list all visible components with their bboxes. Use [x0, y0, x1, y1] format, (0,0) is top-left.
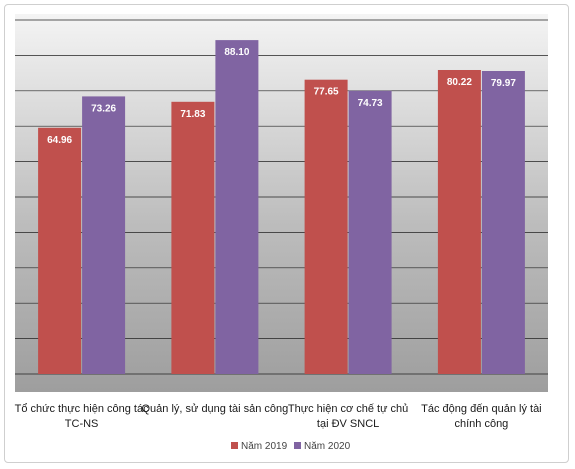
data-label: 64.96	[47, 135, 72, 146]
bar-series2-cat3	[348, 90, 392, 375]
category-label: tại ĐV SNCL	[317, 418, 379, 430]
bar-series1-cat2	[171, 101, 215, 375]
bar-series1-cat1	[38, 127, 82, 374]
data-label: 74.73	[358, 98, 383, 109]
legend-swatch	[231, 442, 238, 449]
bar-series1-cat3	[304, 79, 348, 374]
value-labels: 64.96 73.26 71.83 88.10 77.65 74.73 80.22 79.97	[47, 47, 516, 146]
data-label: 71.83	[180, 109, 205, 120]
category-label: Tổ chức thực hiện công tác	[15, 403, 149, 415]
legend-label: Năm 2020	[304, 441, 351, 452]
legend: Năm 2019 Năm 2020	[231, 441, 351, 452]
category-label: Thực hiện cơ chế tự chủ	[288, 403, 408, 415]
data-label: 77.65	[314, 87, 339, 98]
bar-series2-cat4	[481, 71, 525, 374]
data-label: 80.22	[447, 77, 472, 88]
category-label: chính công	[454, 418, 508, 430]
bar-series1-cat4	[437, 70, 481, 374]
bars	[38, 40, 525, 375]
bar-series2-cat2	[215, 40, 259, 374]
legend-swatch	[294, 442, 301, 449]
category-labels: Tổ chức thực hiện công tác TC-NS Quản lý, …	[15, 403, 542, 430]
category-label: Quản lý, sử dụng tài sản công	[142, 403, 289, 415]
category-label: Tác động đến quản lý tài	[421, 403, 541, 415]
data-label: 88.10	[224, 47, 249, 58]
legend-label: Năm 2019	[241, 441, 288, 452]
bar-series2-cat1	[82, 96, 126, 375]
category-label: TC-NS	[65, 418, 99, 430]
data-label: 73.26	[91, 103, 116, 114]
data-label: 79.97	[491, 78, 516, 89]
